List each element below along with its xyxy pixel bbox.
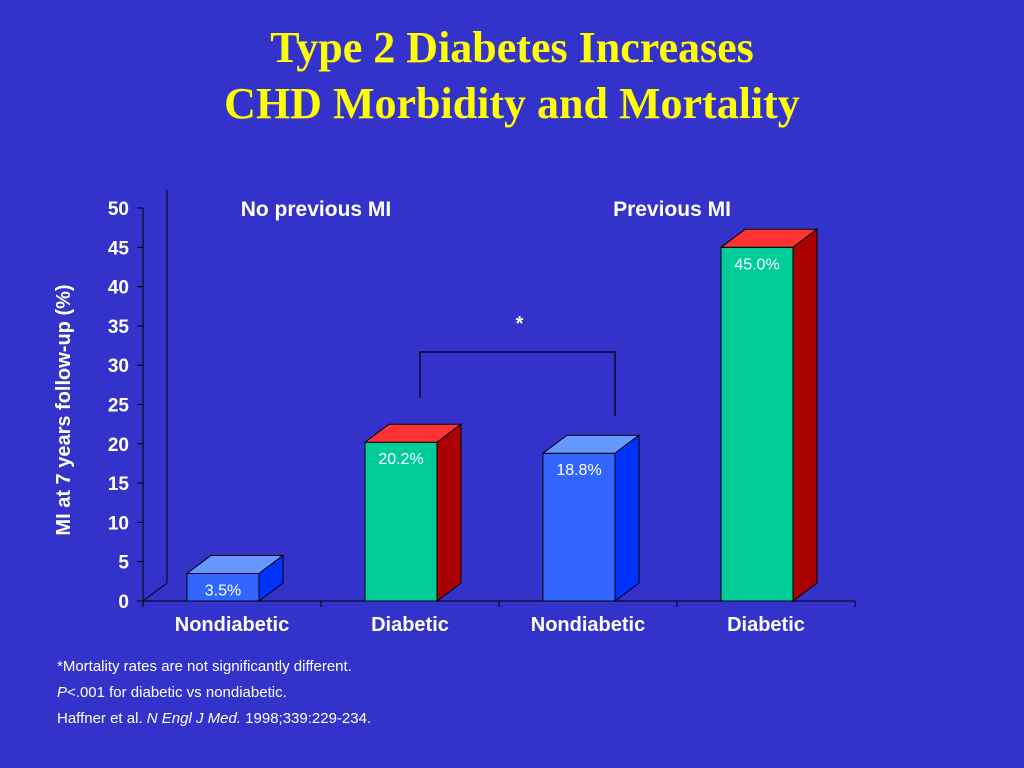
y-tick-label: 15: [108, 474, 130, 495]
y-tick-label: 10: [108, 513, 129, 534]
bar-side: [792, 228, 818, 602]
group-label: Previous MI: [613, 198, 731, 221]
footnote-p-value: P<.001 for diabetic vs nondiabetic.: [57, 680, 371, 706]
x-category-label: Diabetic: [727, 614, 805, 636]
bar-data-label: 18.8%: [556, 462, 601, 479]
footnote-p-text: <.001 for diabetic vs nondiabetic.: [67, 684, 287, 701]
bar-front: [720, 246, 794, 602]
footnote-significance: *Mortality rates are not significantly d…: [57, 658, 352, 675]
bar-data-label: 45.0%: [734, 256, 779, 273]
y-tick-label: 30: [108, 356, 129, 377]
group-label: No previous MI: [241, 198, 392, 221]
title-line-1: Type 2 Diabetes Increases: [270, 23, 754, 72]
citation-details: 1998;339:229-234.: [241, 710, 372, 727]
y-tick-label: 25: [108, 396, 130, 417]
slide-title: Type 2 Diabetes Increases CHD Morbidity …: [0, 20, 1024, 132]
y-tick-label: 45: [108, 238, 130, 259]
y-tick-label: 35: [108, 317, 130, 338]
citation-authors: Haffner et al.: [57, 710, 147, 727]
y-tick-label: 40: [108, 278, 129, 299]
bar-side: [614, 434, 640, 602]
citation-journal: N Engl J Med.: [146, 710, 241, 727]
y-tick-label: 20: [108, 435, 129, 456]
footnotes: *Mortality rates are not significantly d…: [57, 654, 371, 732]
x-category-label: Nondiabetic: [175, 614, 289, 636]
y-tick-label: 0: [118, 592, 129, 613]
title-line-2: CHD Morbidity and Mortality: [224, 79, 800, 128]
footnote-p-italic: P: [57, 684, 68, 701]
x-category-label: Diabetic: [371, 614, 449, 636]
y-tick-label: 5: [118, 553, 129, 574]
footnote-citation: Haffner et al. N Engl J Med. 1998;339:22…: [57, 706, 371, 732]
bar-side: [258, 554, 284, 602]
y-tick-label: 50: [108, 199, 129, 220]
significance-bracket: [419, 351, 616, 416]
x-category-label: Nondiabetic: [531, 614, 645, 636]
significance-marker: *: [516, 313, 524, 335]
bar-data-label: 20.2%: [378, 451, 423, 468]
bar-side: [436, 423, 462, 602]
axis-depth-edge: [142, 582, 168, 602]
bar-data-label: 3.5%: [205, 582, 241, 599]
y-axis-label: MI at 7 years follow-up (%): [53, 284, 75, 535]
